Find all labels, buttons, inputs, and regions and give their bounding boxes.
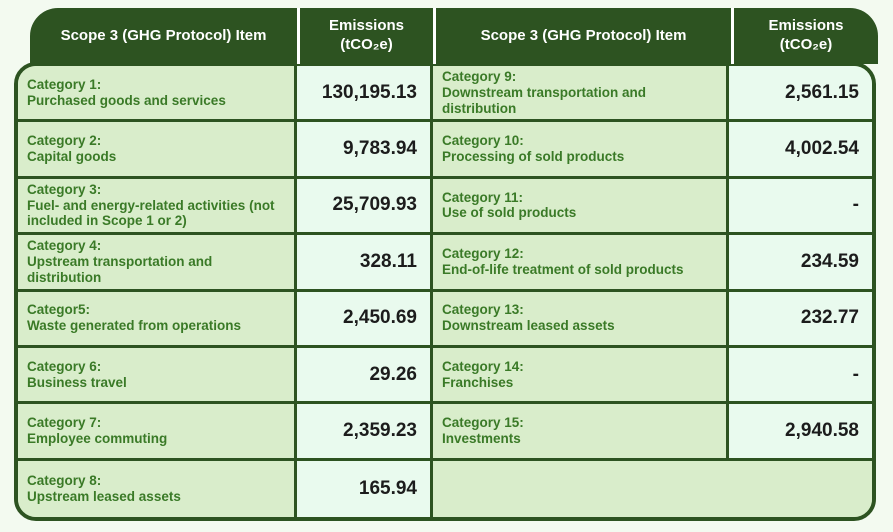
header-emissions-left: Emissions (tCO₂e) xyxy=(297,8,433,64)
category-cell-5: Categor5: Waste generated from operation… xyxy=(18,291,297,348)
category-description: Purchased goods and services xyxy=(27,92,226,108)
emissions-cell-13: 232.77 xyxy=(729,291,872,348)
category-cell-14: Category 14: Franchises xyxy=(433,347,729,405)
table-header: Scope 3 (GHG Protocol) Item Emissions (t… xyxy=(30,8,878,64)
category-label: Category 11: xyxy=(442,189,524,205)
emissions-cell-2: 9,783.94 xyxy=(297,122,433,179)
emissions-cell-6: 29.26 xyxy=(297,347,433,405)
category-label: Category 7: xyxy=(27,415,102,431)
emissions-cell-9: 2,561.15 xyxy=(729,66,872,123)
category-label: Category 9: xyxy=(442,69,517,85)
header-emissions-left-line1: Emissions xyxy=(328,17,405,35)
header-item-left-label: Scope 3 (GHG Protocol) Item xyxy=(60,26,267,44)
category-description: Employee commuting xyxy=(27,430,168,446)
emissions-cell-15: 2,940.58 xyxy=(729,404,872,461)
category-description: End-of-life treatment of sold products xyxy=(442,261,684,277)
emissions-cell-1: 130,195.13 xyxy=(297,66,433,123)
category-cell-7: Category 7: Employee commuting xyxy=(18,404,297,461)
category-label: Category 2: xyxy=(27,133,102,149)
category-cell-9: Category 9: Downstream transportation an… xyxy=(433,66,729,123)
category-label: Category 8: xyxy=(27,473,102,489)
category-description: Use of sold products xyxy=(442,205,577,221)
emissions-cell-3: 25,709.93 xyxy=(297,178,433,236)
category-description: Processing of sold products xyxy=(442,149,625,165)
category-cell-3: Category 3: Fuel- and energy-related act… xyxy=(18,178,297,236)
emissions-cell-7: 2,359.23 xyxy=(297,404,433,461)
category-cell-13: Category 13: Downstream leased assets xyxy=(433,291,729,348)
header-emissions-right-line1: Emissions xyxy=(768,17,844,35)
header-item-right: Scope 3 (GHG Protocol) Item xyxy=(433,8,731,64)
emissions-cell-11: - xyxy=(729,178,872,236)
category-cell-2: Category 2: Capital goods xyxy=(18,122,297,179)
category-label: Category 14: xyxy=(442,358,524,374)
header-item-right-label: Scope 3 (GHG Protocol) Item xyxy=(480,26,687,44)
category-cell-12: Category 12: End-of-life treatment of so… xyxy=(433,235,729,292)
category-label: Categor5: xyxy=(27,302,91,318)
header-emissions-left-line2: (tCO₂e) xyxy=(340,36,393,53)
header-item-left: Scope 3 (GHG Protocol) Item xyxy=(30,8,297,64)
category-description: Franchises xyxy=(442,374,514,390)
header-emissions-right-line2: (tCO₂e) xyxy=(779,36,833,53)
emissions-cell-14: - xyxy=(729,347,872,405)
category-cell-15: Category 15: Investments xyxy=(433,404,729,461)
category-description: Fuel- and energy-related activities (not… xyxy=(27,197,275,229)
emissions-cell-8: 165.94 xyxy=(297,460,433,517)
emissions-cell-5: 2,450.69 xyxy=(297,291,433,348)
emissions-cell-4: 328.11 xyxy=(297,235,433,292)
category-description: Downstream leased assets xyxy=(442,318,615,334)
category-label: Category 6: xyxy=(27,358,102,374)
category-label: Category 4: xyxy=(27,238,102,254)
category-description: Upstream transportation and distribution xyxy=(27,253,213,285)
emissions-cell-12: 234.59 xyxy=(729,235,872,292)
category-cell-4: Category 4: Upstream transportation and … xyxy=(18,235,297,292)
category-label: Category 10: xyxy=(442,133,524,149)
category-label: Category 3: xyxy=(27,181,102,197)
category-description: Downstream transportation and distributi… xyxy=(442,84,647,116)
category-description: Waste generated from operations xyxy=(27,318,242,334)
emissions-cell-10: 4,002.54 xyxy=(729,122,872,179)
category-label: Category 15: xyxy=(442,415,524,431)
category-cell-10: Category 10: Processing of sold products xyxy=(433,122,729,179)
category-description: Business travel xyxy=(27,374,127,390)
category-cell-6: Category 6: Business travel xyxy=(18,347,297,405)
empty-cell xyxy=(433,460,872,517)
category-label: Category 1: xyxy=(27,76,102,92)
category-cell-8: Category 8: Upstream leased assets xyxy=(18,460,297,517)
category-cell-1: Category 1: Purchased goods and services xyxy=(18,66,297,123)
category-description: Capital goods xyxy=(27,149,117,165)
category-cell-11: Category 11: Use of sold products xyxy=(433,178,729,236)
table-body: Category 1: Purchased goods and services… xyxy=(14,62,876,521)
category-label: Category 12: xyxy=(442,246,524,262)
category-label: Category 13: xyxy=(442,302,524,318)
category-description: Investments xyxy=(442,430,521,446)
category-description: Upstream leased assets xyxy=(27,488,181,504)
header-emissions-right: Emissions (tCO₂e) xyxy=(731,8,878,64)
